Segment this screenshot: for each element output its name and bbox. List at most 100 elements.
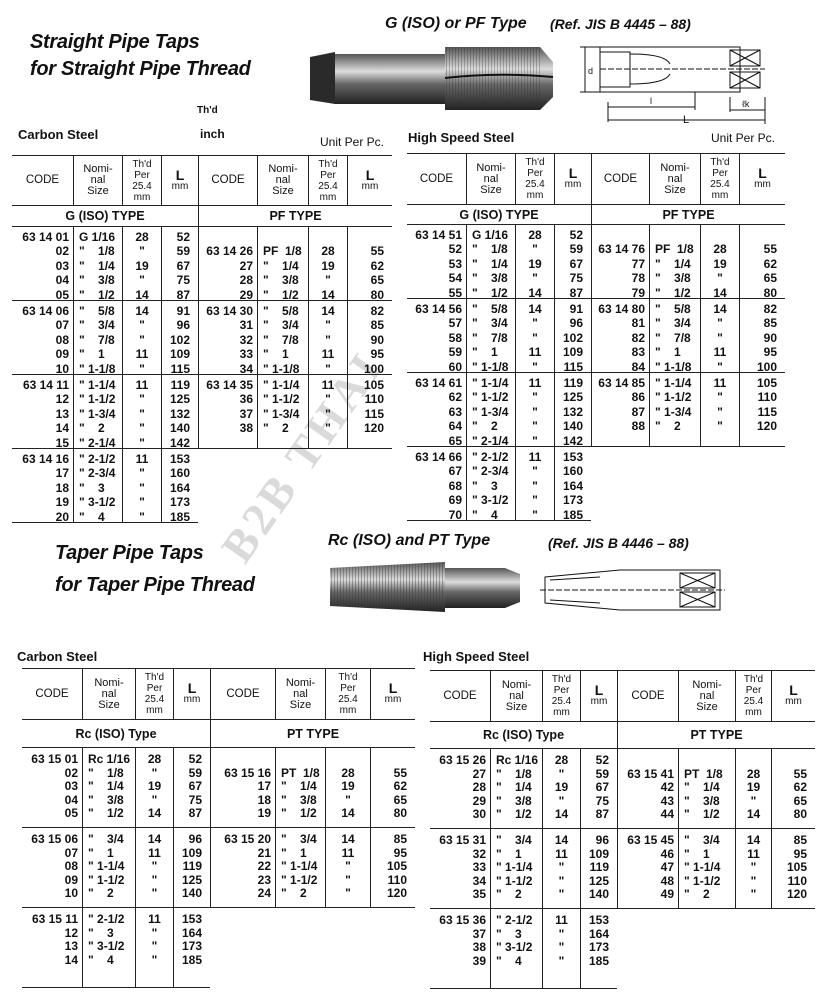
size-cells — [275, 908, 325, 988]
thd-cells: 14 11 " " " — [135, 828, 173, 908]
thd-cells: 28 " 19 " 14 — [542, 749, 580, 829]
nominal-size: " 1/8 — [88, 766, 124, 780]
length-mm: 102 — [562, 330, 583, 345]
product-code: 28 — [239, 273, 253, 288]
nominal-size: " 1/4 — [263, 258, 299, 273]
nominal-size: Rc 1/16 — [88, 753, 131, 766]
length-cells: 153 164 173 185 — [173, 908, 210, 988]
taper-type-heading: Rc (ISO) and PT Type — [328, 532, 491, 549]
nominal-size: " 2 — [655, 419, 681, 434]
nominal-size: " 1-1/4 — [88, 860, 125, 874]
code-cells: 63 14 51 52 53 54 55 — [407, 225, 466, 300]
l-unit: mm — [590, 696, 608, 707]
threads-per-inch: 14 — [746, 834, 761, 847]
nominal-size: " 1-1/8 — [472, 359, 509, 374]
product-code — [211, 753, 271, 767]
diagram-label-L: L — [683, 114, 689, 126]
size-cells — [257, 449, 308, 523]
length-cells: 55 62 65 80 — [739, 225, 785, 300]
nominal-size: G 1/16 — [79, 230, 116, 244]
product-code: 63 15 06 — [31, 833, 78, 846]
product-code: 34 — [239, 361, 253, 376]
length-mm: 87 — [176, 287, 190, 302]
straight-carbon-unit: Unit Per Pc. — [320, 135, 385, 149]
length-cells: 96 109 119 125 140 — [173, 828, 210, 908]
threads-per-inch: " — [532, 478, 538, 493]
l-unit: mm — [183, 694, 201, 705]
length-cells: 91 96 102 109 115 — [554, 299, 591, 374]
size-cells: " 2-1/2 " 3 " 3-1/2 " 4 — [82, 908, 135, 988]
nominal-size: " 3/8 — [263, 273, 299, 288]
thd-cells: 11 " " " " — [515, 447, 554, 522]
length-cells: 153 160 164 173 185 — [554, 447, 591, 522]
code-cells: 63 15 36 37 38 39 — [430, 909, 490, 989]
thd-cells: 11 " " " — [542, 909, 580, 989]
nominal-size: " 2-1/2 — [496, 914, 533, 927]
length-mm: 80 — [793, 808, 807, 822]
length-mm: 100 — [363, 361, 384, 376]
product-code: 22 — [257, 860, 271, 874]
l-unit: mm — [564, 179, 582, 190]
nominal-size: " 2 — [684, 888, 710, 902]
l-label: L — [365, 166, 375, 183]
thd-cells: 14 " " 11 " — [122, 301, 161, 376]
length-mm: 173 — [588, 941, 609, 955]
product-code: 27 — [239, 258, 253, 273]
length-cells: 91 96 102 109 115 — [161, 301, 198, 376]
nominal-size: " 1/2 — [655, 285, 691, 300]
threads-per-inch: " — [717, 271, 723, 286]
threads-per-inch: " — [717, 316, 723, 331]
nominal-size: " 1/8 — [496, 767, 532, 781]
length-mm: 115 — [563, 359, 583, 374]
product-code: 63 15 36 — [439, 914, 486, 927]
threads-per-inch: " — [558, 794, 565, 808]
product-code: 63 15 01 — [31, 753, 78, 766]
product-code: 49 — [660, 888, 674, 902]
l-unit: mm — [361, 180, 379, 192]
code-cells: 63 14 76 77 78 79 — [591, 225, 649, 300]
product-code: 65 — [448, 433, 462, 448]
table-row-group: 63 14 61 62 63 64 65 " 1-1/4 " 1-1/2 " 1-3/4 " 2… — [407, 373, 785, 448]
type-row: G (ISO) TYPE PF TYPE — [407, 205, 785, 225]
nominal-size: " 1-1/4 — [496, 861, 533, 875]
product-code: 78 — [631, 271, 645, 286]
thd-cells: 14 11 " " " — [542, 829, 580, 909]
threads-per-inch: 19 — [554, 781, 569, 795]
size-column-header: Nomi- nal Size — [257, 156, 308, 206]
product-code: 31 — [239, 318, 253, 333]
length-mm: 115 — [757, 404, 777, 419]
code-cells: 63 14 61 62 63 64 65 — [407, 373, 466, 448]
product-code — [199, 230, 253, 244]
l-unit: mm — [171, 180, 189, 192]
nominal-size: " 4 — [79, 509, 105, 524]
product-code: 23 — [257, 873, 271, 887]
threads-per-inch: " — [717, 419, 723, 434]
threads-per-inch: " — [325, 332, 331, 347]
threads-per-inch: " — [151, 860, 158, 874]
length-mm: 59 — [176, 244, 190, 259]
size-column-header: Nomi- nal Size — [678, 671, 735, 722]
thd-cells — [735, 909, 771, 989]
length-mm: 65 — [793, 794, 807, 808]
threads-per-inch: " — [139, 392, 145, 407]
nominal-size: " 7/8 — [472, 330, 508, 345]
threads-per-inch: " — [139, 421, 145, 436]
threads-per-inch: " — [139, 244, 145, 259]
threads-per-inch: 19 — [341, 780, 355, 794]
nominal-size: " 1/8 — [472, 242, 508, 257]
product-code: 05 — [55, 287, 69, 302]
length-mm: 153 — [181, 913, 202, 926]
diagram-label-l: l — [650, 96, 652, 106]
threads-per-inch: " — [139, 435, 145, 450]
nominal-size: " 3/4 — [655, 316, 691, 331]
size-column-header: Nomi- nal Size — [73, 156, 122, 206]
length-mm: 153 — [169, 452, 190, 466]
nominal-size: " 1/4 — [281, 780, 317, 794]
product-code: 55 — [448, 285, 462, 300]
product-code: 05 — [64, 807, 78, 821]
inch-label: inch — [200, 127, 225, 141]
nominal-size: " 3/8 — [684, 794, 720, 808]
